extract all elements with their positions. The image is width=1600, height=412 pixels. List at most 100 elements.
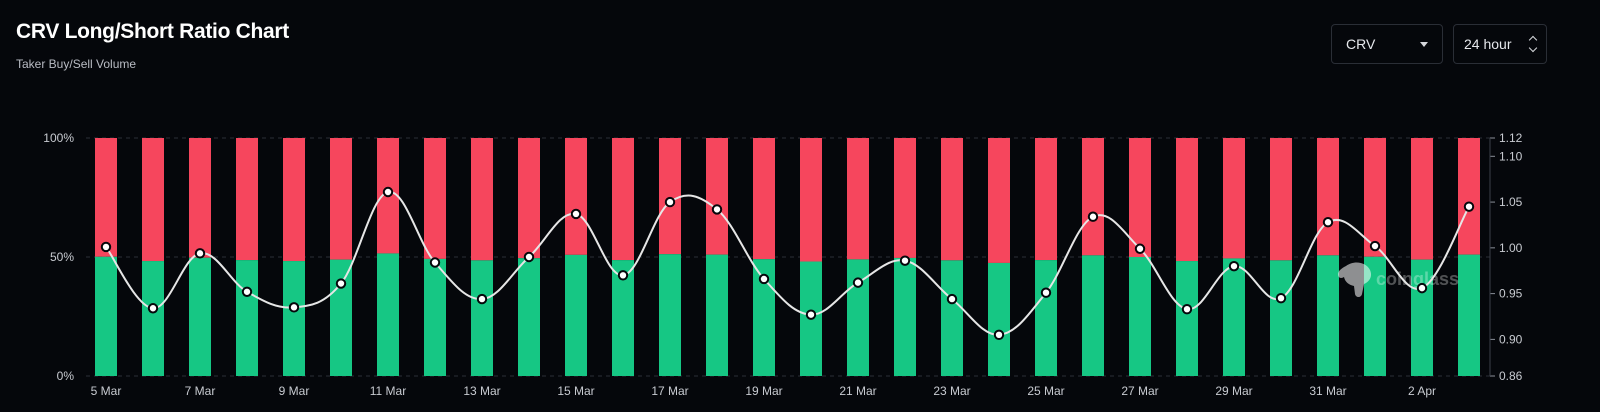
ratio-point <box>1416 282 1428 294</box>
x-tick-label: 21 Mar <box>839 384 876 398</box>
y-right-tick-label: 0.95 <box>1499 287 1523 301</box>
x-tick-label: 29 Mar <box>1215 384 1252 398</box>
ratio-point <box>1040 287 1052 298</box>
long-bar <box>1035 260 1057 376</box>
short-bar <box>189 138 211 258</box>
long-bar <box>988 262 1010 376</box>
ratio-point <box>1181 303 1193 315</box>
long-bar <box>424 258 446 376</box>
ratio-point <box>1463 201 1475 212</box>
long-bar <box>236 260 258 376</box>
ratio-point <box>147 303 159 314</box>
ratio-point <box>664 196 676 208</box>
y-right-tick-label: 1.00 <box>1499 241 1523 255</box>
x-tick-label: 19 Mar <box>745 384 782 398</box>
ratio-point <box>241 286 253 297</box>
short-bar <box>1176 138 1198 262</box>
x-tick-label: 15 Mar <box>557 384 594 398</box>
long-bar <box>1176 261 1198 376</box>
long-bar <box>95 256 117 376</box>
short-bar <box>1129 138 1151 257</box>
short-bar <box>1411 138 1433 260</box>
short-bar <box>941 138 963 261</box>
short-bar <box>847 138 869 260</box>
short-bar <box>612 138 634 261</box>
short-bar <box>518 138 540 259</box>
interval-select[interactable]: 24 hour <box>1453 24 1547 64</box>
short-bar <box>1035 138 1057 261</box>
coin-select[interactable]: CRV <box>1331 24 1443 64</box>
chart-subtitle: Taker Buy/Sell Volume <box>16 57 137 71</box>
short-bar <box>659 138 681 255</box>
chevron-down-icon <box>1420 41 1428 47</box>
long-bar <box>1270 260 1292 376</box>
x-tick-label: 9 Mar <box>279 384 310 398</box>
x-tick-label: 17 Mar <box>651 384 688 398</box>
ratio-point <box>946 293 958 305</box>
long-bar <box>1223 258 1245 376</box>
long-bar <box>471 260 493 376</box>
long-bar <box>1317 255 1339 376</box>
ratio-point <box>288 302 300 313</box>
short-bar <box>424 138 446 259</box>
short-bar <box>1270 138 1292 261</box>
ratio-point <box>899 255 911 266</box>
long-bar <box>894 257 916 376</box>
long-bar <box>612 260 634 376</box>
ratio-point <box>758 273 770 285</box>
x-tick-label: 11 Mar <box>370 384 406 398</box>
long-bar <box>518 258 540 376</box>
ratio-point <box>1134 243 1146 254</box>
ratio-point <box>429 257 441 268</box>
x-tick-label: 5 Mar <box>91 384 122 398</box>
ratio-point <box>1087 211 1099 222</box>
short-bar <box>1317 138 1339 256</box>
short-bar <box>894 138 916 258</box>
short-bar <box>471 138 493 261</box>
short-bar <box>95 138 117 257</box>
x-tick-label: 23 Mar <box>933 384 970 398</box>
long-bar <box>706 254 728 376</box>
ratio-point <box>805 309 817 320</box>
ratio-point <box>1322 217 1334 228</box>
short-bar <box>142 138 164 262</box>
ratio-point <box>1369 240 1381 252</box>
short-bar <box>1458 138 1480 255</box>
ratio-point <box>570 208 582 220</box>
y-left-tick-label: 100% <box>43 131 74 145</box>
ratio-point <box>617 270 629 281</box>
x-tick-label: 7 Mar <box>185 384 216 398</box>
coinglass-logo-icon <box>1338 262 1372 297</box>
coin-select-value: CRV <box>1346 36 1376 52</box>
x-tick-label: 27 Mar <box>1121 384 1158 398</box>
long-bar <box>847 259 869 376</box>
y-left-tick-label: 50% <box>50 250 74 264</box>
y-right-tick-label: 1.12 <box>1499 131 1523 145</box>
long-bar <box>1129 257 1151 376</box>
long-bar <box>283 261 305 376</box>
ratio-point <box>1275 292 1287 304</box>
ratio-point <box>382 186 394 198</box>
ratio-point <box>852 277 864 288</box>
ratio-point <box>993 329 1005 341</box>
long-bar <box>753 259 775 376</box>
ratio-line <box>105 191 1470 336</box>
x-tick-label: 25 Mar <box>1027 384 1064 398</box>
short-bar <box>988 138 1010 263</box>
x-tick-label: 2 Apr <box>1408 384 1436 398</box>
short-bar <box>236 138 258 261</box>
y-right-tick-label: 0.86 <box>1499 369 1523 383</box>
short-bar <box>706 138 728 255</box>
ratio-point <box>100 241 112 253</box>
y-right-tick-label: 1.05 <box>1499 195 1523 209</box>
short-bar <box>283 138 305 262</box>
coinglass-watermark: coinglass <box>1338 262 1459 297</box>
x-tick-label: 13 Mar <box>463 384 500 398</box>
ratio-point <box>523 251 535 263</box>
short-bar <box>1082 138 1104 256</box>
short-bar <box>800 138 822 262</box>
ratio-point <box>194 248 206 259</box>
ratio-point <box>335 278 347 289</box>
long-bar <box>659 254 681 376</box>
long-bar <box>377 253 399 376</box>
